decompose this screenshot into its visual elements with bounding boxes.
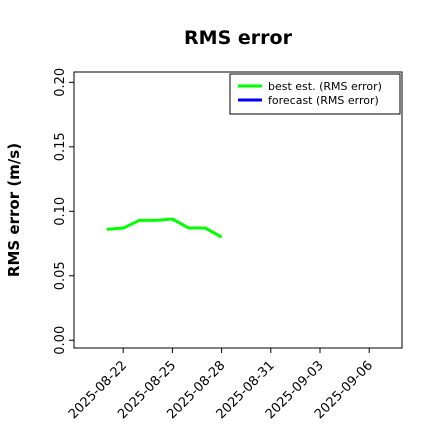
y-axis-label: RMS error (m/s) xyxy=(5,143,23,277)
y-tick-label: 0.10 xyxy=(53,197,68,226)
plot-frame xyxy=(73,71,403,349)
y-tick-label: 0.00 xyxy=(53,326,68,355)
chart-title: RMS error xyxy=(184,27,293,49)
y-tick-label: 0.20 xyxy=(53,68,68,97)
legend-label: forecast (RMS error) xyxy=(268,94,379,107)
series-line xyxy=(106,217,223,239)
legend-box xyxy=(229,73,401,115)
y-tick-label: 0.05 xyxy=(53,261,68,290)
y-tick-label: 0.15 xyxy=(53,132,68,161)
legend-label: best est. (RMS error) xyxy=(268,80,382,93)
